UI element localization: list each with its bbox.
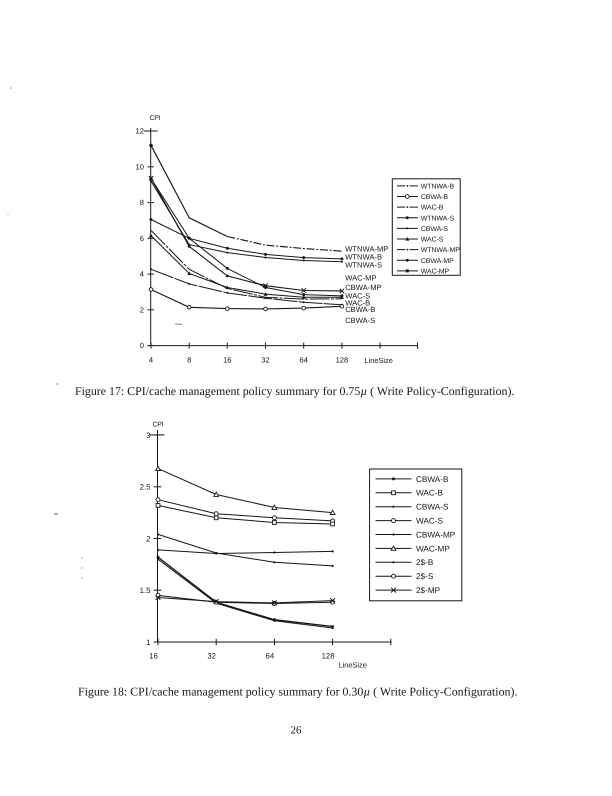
svg-text:CBWA-S: CBWA-S	[421, 226, 449, 233]
svg-text:128: 128	[322, 652, 335, 661]
svg-text:CBWA-S: CBWA-S	[416, 503, 449, 512]
svg-text:CBWA-B: CBWA-B	[345, 305, 375, 314]
svg-text:LineSize: LineSize	[365, 356, 393, 365]
svg-text:WTNWA-S: WTNWA-S	[421, 215, 455, 222]
svg-text:32: 32	[261, 356, 269, 365]
svg-text:CBWA-MP: CBWA-MP	[416, 530, 456, 539]
svg-text:WAC-MP: WAC-MP	[345, 274, 376, 283]
svg-text:2: 2	[140, 305, 144, 314]
svg-text:10: 10	[136, 162, 144, 171]
svg-text:WTNWA-B: WTNWA-B	[421, 184, 455, 191]
svg-text:WAC-S: WAC-S	[421, 237, 444, 244]
svg-text:LineSize: LineSize	[339, 661, 367, 670]
svg-text:CBWA-B: CBWA-B	[421, 194, 449, 201]
svg-text:CBWA-MP: CBWA-MP	[421, 258, 454, 265]
svg-text:64: 64	[299, 356, 307, 365]
svg-text:WTNWA-S: WTNWA-S	[345, 261, 382, 270]
svg-text:2$-MP: 2$-MP	[416, 586, 441, 595]
svg-text:1.5: 1.5	[140, 586, 152, 595]
svg-text:3: 3	[146, 431, 150, 440]
svg-text:WAC-S: WAC-S	[416, 517, 444, 526]
svg-text:WAC-B: WAC-B	[421, 205, 444, 212]
svg-text:WAC-B: WAC-B	[345, 299, 370, 308]
svg-text:1: 1	[146, 638, 150, 647]
svg-text:CBWA-B: CBWA-B	[416, 475, 449, 484]
svg-text:12: 12	[136, 127, 144, 136]
svg-text:2$-B: 2$-B	[416, 558, 434, 567]
svg-text:2: 2	[146, 534, 150, 543]
svg-text:8: 8	[187, 356, 191, 365]
svg-text:64: 64	[266, 652, 275, 661]
svg-text:WAC-S: WAC-S	[345, 291, 370, 300]
svg-text:128: 128	[336, 356, 349, 365]
svg-text:CPI: CPI	[150, 115, 161, 122]
svg-text:32: 32	[207, 652, 216, 661]
svg-text:4: 4	[140, 270, 144, 279]
svg-text:WTNWA-MP: WTNWA-MP	[421, 247, 460, 254]
svg-text:WAC-B: WAC-B	[416, 489, 444, 498]
svg-text:2.5: 2.5	[140, 483, 152, 492]
svg-text:6: 6	[140, 234, 144, 243]
svg-text:16: 16	[149, 652, 158, 661]
svg-text:WTNWA-B: WTNWA-B	[345, 253, 382, 262]
svg-text:Figure 17: CPI/cache managemen: Figure 17: CPI/cache management policy s…	[75, 384, 514, 398]
svg-text:CBWA-S: CBWA-S	[345, 316, 375, 325]
svg-text:WAC-MP: WAC-MP	[416, 544, 450, 553]
svg-text:4: 4	[149, 356, 153, 365]
svg-text:8: 8	[140, 198, 144, 207]
svg-text:16: 16	[223, 356, 231, 365]
svg-text:0: 0	[140, 341, 144, 350]
svg-text:Figure 18: CPI/cache managemen: Figure 18: CPI/cache management policy s…	[78, 685, 517, 699]
svg-text:2$-S: 2$-S	[416, 572, 434, 581]
svg-text:CBWA-MP: CBWA-MP	[345, 283, 381, 292]
svg-text:26: 26	[291, 725, 303, 737]
svg-text:WAC-MP: WAC-MP	[421, 269, 450, 276]
svg-text:CPI: CPI	[153, 421, 164, 428]
svg-text:WTNWA-MP: WTNWA-MP	[345, 245, 388, 254]
